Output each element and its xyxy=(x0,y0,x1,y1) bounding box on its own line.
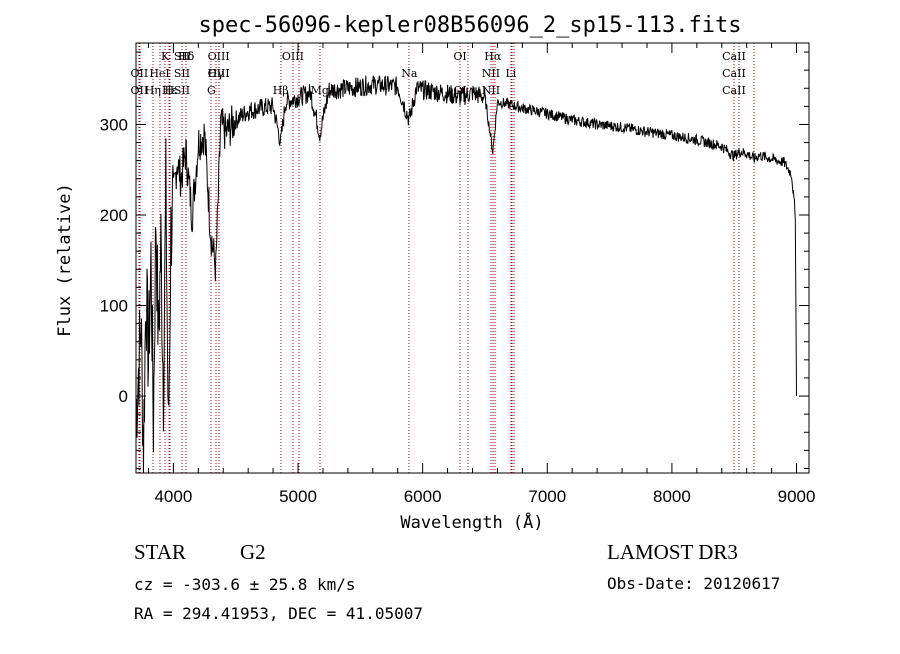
x-tick-label: 7000 xyxy=(528,487,566,506)
line-label: Hδ xyxy=(178,50,195,63)
x-tick-label: 5000 xyxy=(279,487,317,506)
line-label: Li xyxy=(505,67,516,80)
x-axis-label: Wavelength (Å) xyxy=(400,511,543,533)
line-label: Hγ xyxy=(208,67,225,80)
survey-name: LAMOST DR3 xyxy=(607,540,738,564)
line-label: HeI xyxy=(149,67,169,80)
y-tick-label: 100 xyxy=(100,297,128,316)
redshift-velocity: cz = -303.6 ± 25.8 km/s xyxy=(134,575,356,594)
line-label: OII xyxy=(131,84,149,97)
x-tick-label: 4000 xyxy=(154,487,192,506)
y-axis-ticks: 0 100 200 300 xyxy=(100,51,809,469)
x-tick-label: 6000 xyxy=(404,487,442,506)
line-label: OIII xyxy=(208,67,230,80)
line-label: Hβ xyxy=(273,84,289,97)
flux-series xyxy=(135,75,797,474)
line-label: CaII xyxy=(722,50,746,63)
object-class: STAR xyxy=(134,540,186,564)
line-label: Mg xyxy=(311,84,329,97)
x-tick-label: 9000 xyxy=(778,487,816,506)
object-subclass: G2 xyxy=(240,540,266,564)
line-label: Hα xyxy=(484,50,502,63)
x-axis-ticks: 4000 5000 6000 7000 8000 9000 xyxy=(147,43,816,506)
line-label: OIII xyxy=(208,50,230,63)
line-label: K xyxy=(161,50,170,63)
line-label: H xyxy=(165,84,175,97)
coordinates: RA = 294.41953, DEC = 41.05007 xyxy=(134,604,423,623)
line-label: G xyxy=(207,84,216,97)
plot-frame xyxy=(135,42,810,474)
line-label: SII xyxy=(174,50,190,63)
line-label: SII xyxy=(174,84,190,97)
y-tick-label: 200 xyxy=(100,206,128,225)
chart-title: spec-56096-kepler08B56096_2_sp15-113.fit… xyxy=(198,13,741,38)
line-label: OII xyxy=(131,67,149,80)
observation-date: Obs-Date: 20120617 xyxy=(607,574,780,593)
line-label: CaII xyxy=(722,67,746,80)
line-label: NII xyxy=(482,67,500,80)
line-label: Hε xyxy=(162,84,178,97)
y-tick-label: 0 xyxy=(119,387,128,406)
line-label: SII xyxy=(174,67,190,80)
line-label: OIII xyxy=(282,50,304,63)
y-tick-label: 300 xyxy=(100,115,128,134)
line-label: NII xyxy=(482,84,500,97)
line-label: Hη xyxy=(145,84,161,97)
line-label: CaII xyxy=(722,84,746,97)
x-tick-label: 8000 xyxy=(653,487,691,506)
line-label: Hδ xyxy=(178,50,195,63)
line-label: OI xyxy=(453,50,466,63)
y-axis-label: Flux (relative) xyxy=(55,183,75,337)
line-label: Na xyxy=(401,67,418,80)
